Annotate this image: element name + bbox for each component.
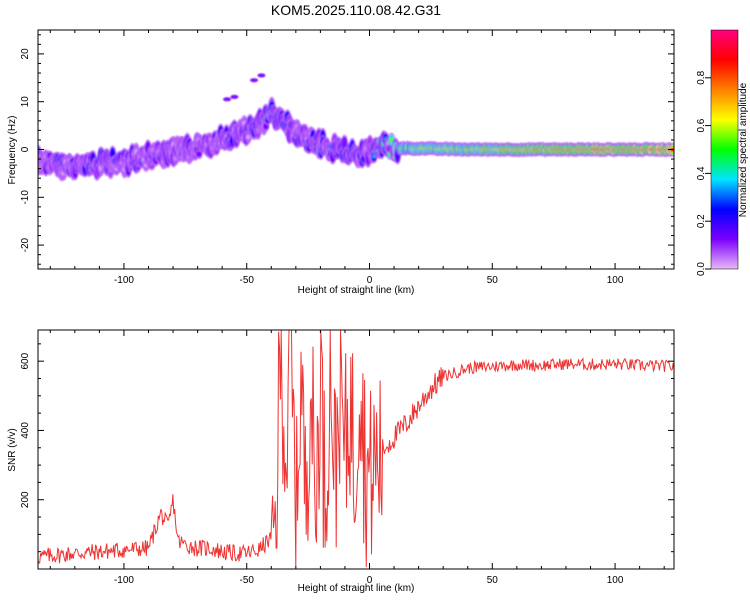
colorbar-tick-label: 0.8	[696, 70, 707, 84]
snr-series-line	[38, 330, 674, 568]
figure-title: KOM5.2025.110.08.42.G31	[271, 2, 441, 18]
snr-x-axis-label: Height of straight line (km)	[298, 583, 415, 594]
colorbar-label: Normalized spectral amplitude	[738, 82, 749, 217]
colorbar: 0.0 0.2 0.4 0.6 0.8 Normalized spectral ampl…	[696, 29, 749, 276]
colorbar-tick-label: 0.6	[696, 118, 707, 132]
x-tick-label: -100	[114, 275, 134, 286]
snr-marks	[38, 330, 674, 568]
x-tick-label: 50	[487, 575, 499, 586]
spectrogram-core	[342, 140, 347, 147]
y-tick-label: -20	[20, 237, 31, 252]
spectrogram-core	[245, 134, 251, 140]
colorbar-frame	[710, 29, 739, 270]
colorbar-tick-label: 0.4	[696, 166, 707, 180]
y-tick-label: 200	[20, 491, 31, 508]
spectrogram-core	[255, 126, 261, 134]
spectrogram-y-axis-label: Frequency (Hz)	[7, 116, 18, 185]
x-tick-label: -50	[239, 575, 254, 586]
colorbar-tick-label: 0.2	[696, 214, 707, 228]
snr-y-axis-label: SNR (v/v)	[7, 428, 18, 471]
x-tick-label: 0	[367, 575, 373, 586]
spectrogram-core	[263, 124, 269, 128]
x-tick-label: 100	[607, 575, 624, 586]
spectrogram-patch	[223, 97, 232, 102]
colorbar-gradient	[711, 30, 738, 269]
snr-frame	[37, 329, 675, 570]
snr-axis-ticks: -100 -50 0 50 100 200 400 600	[20, 330, 674, 586]
spectrogram-marks	[38, 73, 674, 182]
y-tick-label: 20	[20, 48, 31, 60]
snr-panel: -100 -50 0 50 100 200 400 600 Height of straigh…	[7, 329, 675, 594]
spectrogram-patch	[250, 78, 259, 83]
y-tick-label: 0	[20, 146, 31, 152]
y-tick-label: 400	[20, 422, 31, 439]
x-tick-label: 100	[607, 275, 624, 286]
x-tick-label: 50	[487, 275, 499, 286]
y-tick-label: -10	[20, 190, 31, 205]
spectrogram-patch	[257, 73, 266, 78]
y-tick-label: 10	[20, 96, 31, 108]
x-tick-label: -100	[114, 575, 134, 586]
spectrogram-x-axis-label: Height of straight line (km)	[298, 285, 415, 296]
x-tick-label: 0	[367, 275, 373, 286]
colorbar-tick-label: 0.0	[696, 262, 707, 276]
snr-plot-area	[38, 330, 674, 569]
spectrogram-core	[196, 152, 202, 156]
colorbar-ticks: 0.0 0.2 0.4 0.6 0.8	[696, 70, 711, 276]
x-tick-label: -50	[239, 275, 254, 286]
y-tick-label: 600	[20, 352, 31, 369]
spectrogram-patch	[230, 94, 239, 99]
